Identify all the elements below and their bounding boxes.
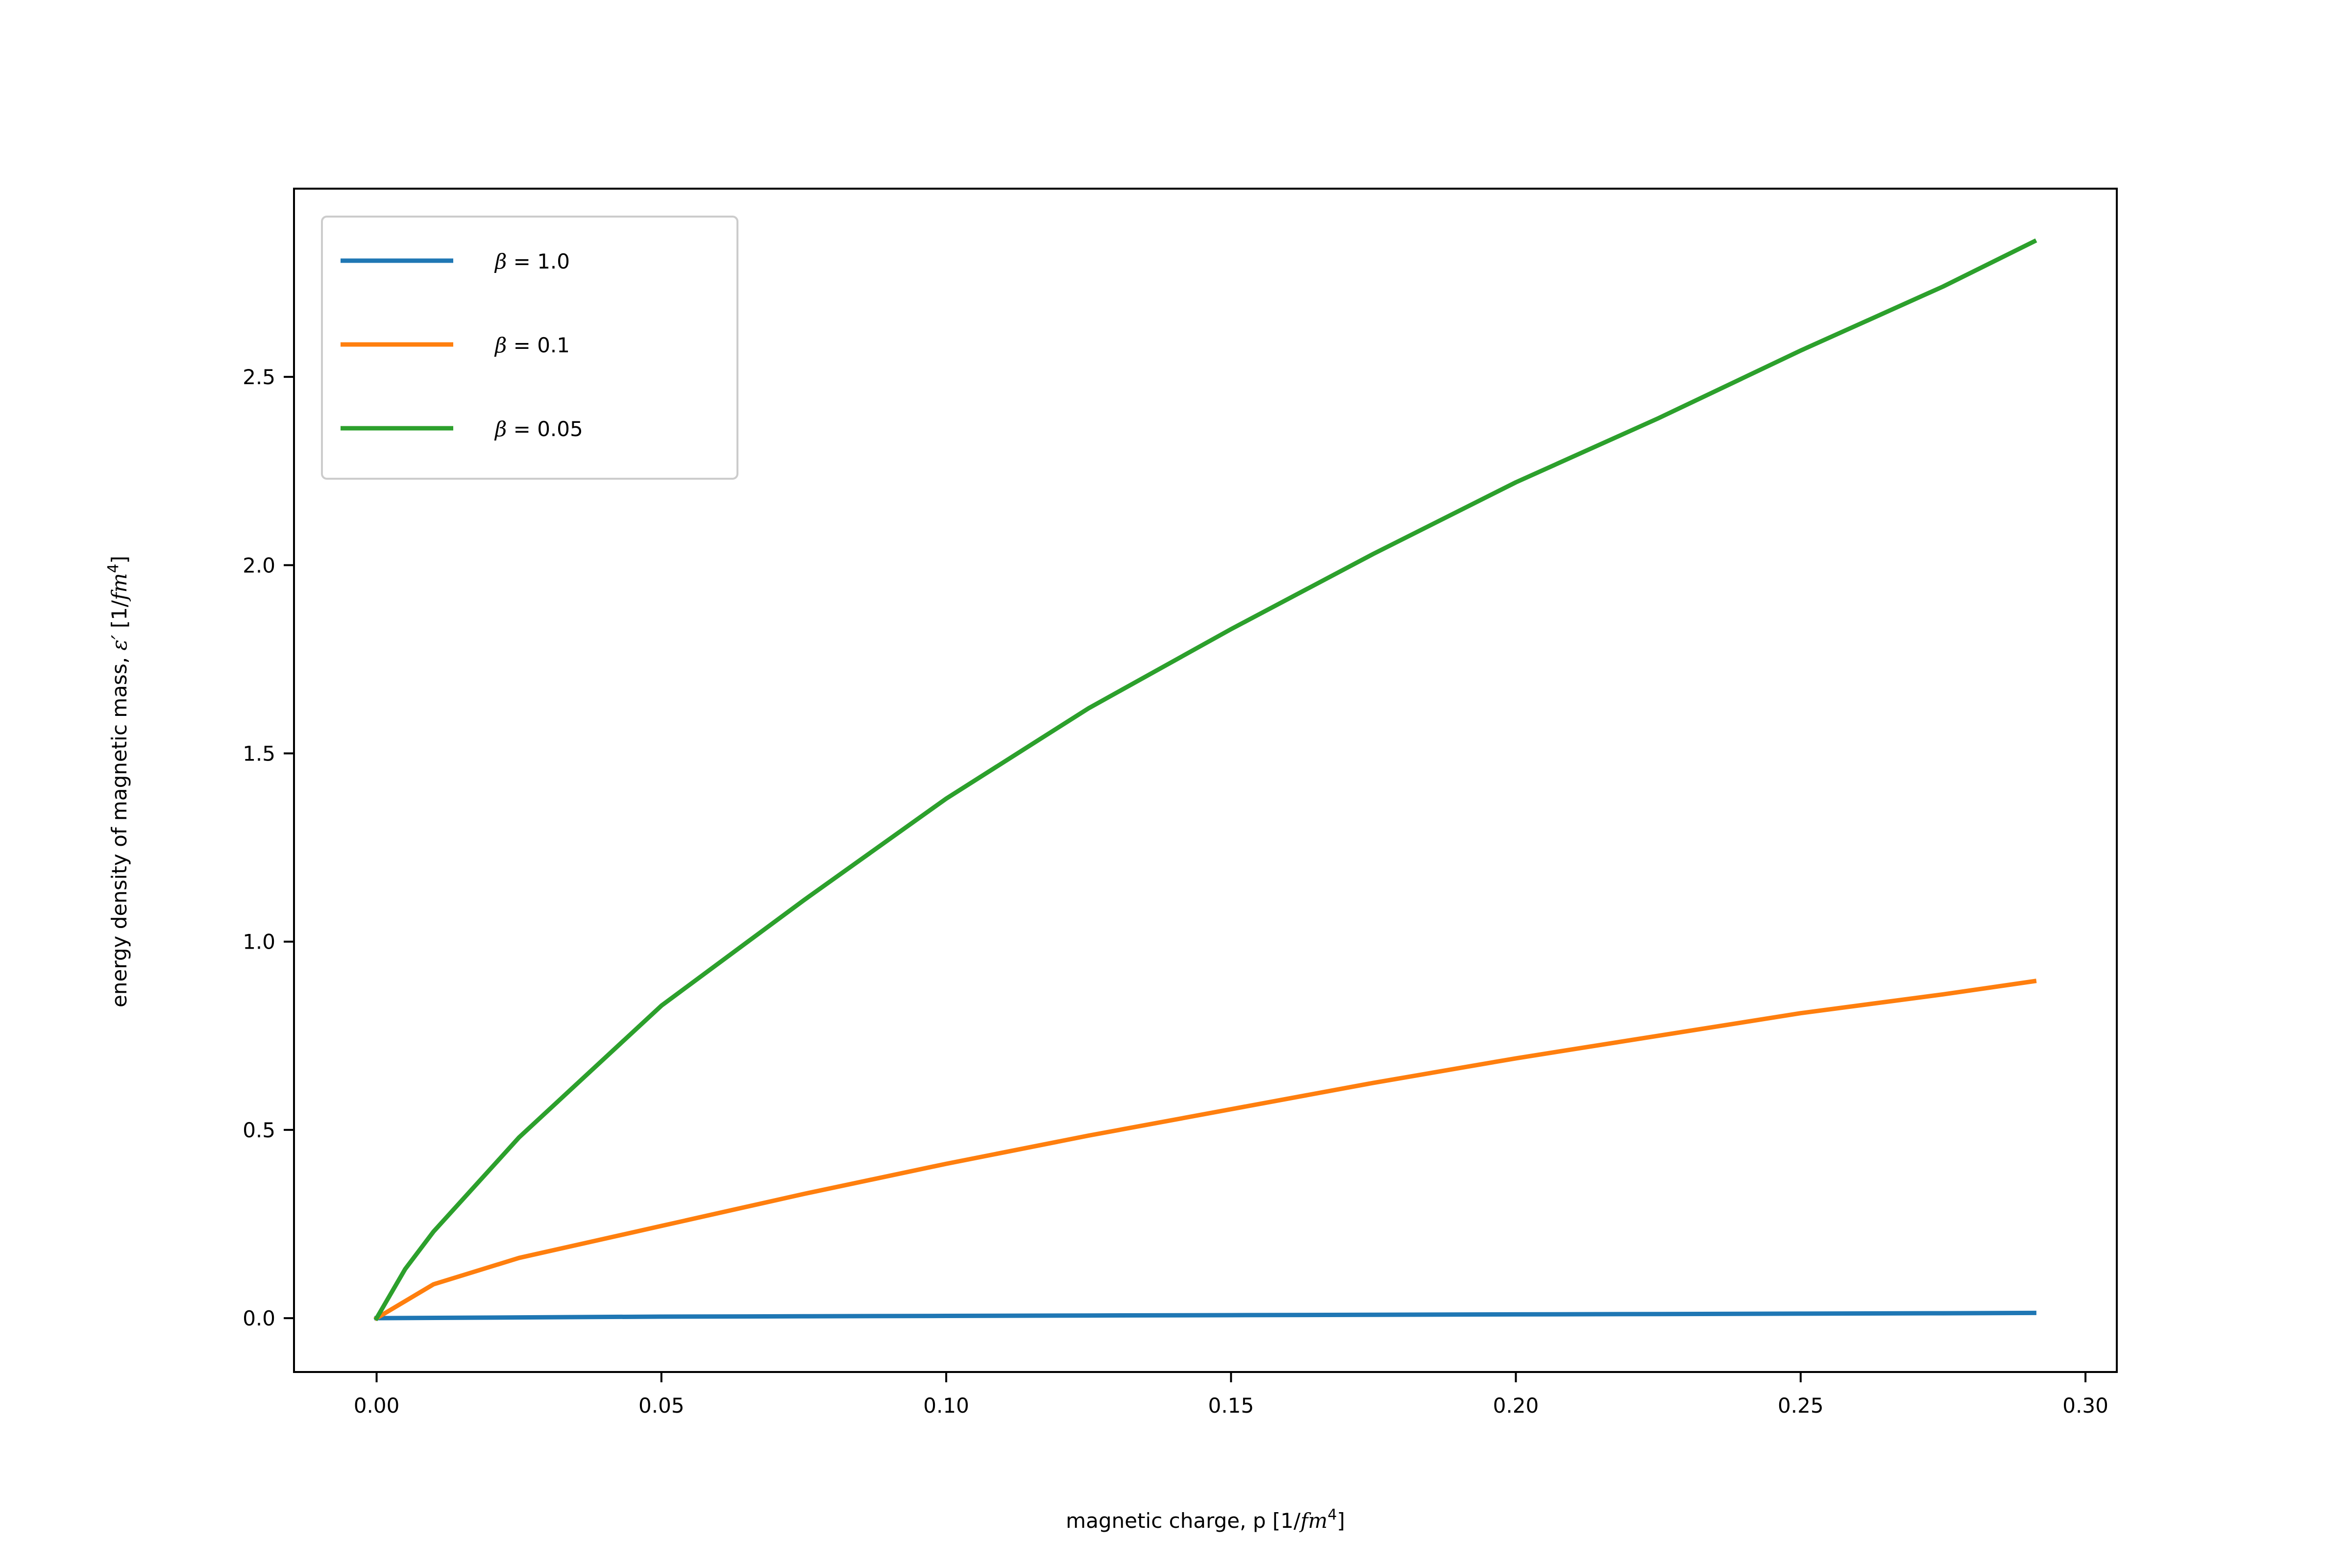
x-tick-label: 0.20: [1493, 1394, 1539, 1418]
x-tick-label: 0.30: [2062, 1394, 2108, 1418]
y-tick-label: 0.0: [243, 1306, 275, 1330]
x-tick-label: 0.00: [354, 1394, 400, 1418]
y-tick-label: 2.5: [243, 365, 275, 389]
legend: β = 1.0 β = 0.1 β = 0.05: [321, 216, 738, 480]
x-axis-ticks: 0.00 0.05 0.10 0.15 0.20 0.25 0.30: [354, 1372, 2108, 1418]
series-line-0: [374, 1310, 2036, 1321]
y-tick-label: 1.5: [243, 742, 275, 766]
legend-box: [321, 216, 738, 480]
series-lines: [373, 238, 2037, 1322]
legend-label-series-0: β = 1.0: [494, 249, 570, 273]
series-line-2: [373, 238, 2037, 1322]
y-tick-label: 2.0: [243, 553, 275, 577]
legend-label-series-1: β = 0.1: [494, 333, 570, 357]
series-line-1: [373, 979, 2037, 1322]
x-axis-label: magnetic charge, p [1/fm4]: [1066, 1506, 1345, 1533]
y-tick-label: 0.5: [243, 1118, 275, 1142]
legend-label-series-2: β = 0.05: [494, 417, 583, 441]
x-tick-label: 0.25: [1778, 1394, 1824, 1418]
y-tick-label: 1.0: [243, 930, 275, 954]
x-tick-label: 0.05: [638, 1394, 685, 1418]
y-axis-label: energy density of magnetic mass, ε′ [1/f…: [105, 556, 132, 1007]
plot-frame: [293, 188, 2118, 1373]
x-tick-label: 0.10: [923, 1394, 969, 1418]
x-tick-label: 0.15: [1208, 1394, 1254, 1418]
y-axis-ticks: 0.0 0.5 1.0 1.5 2.0 2.5: [243, 365, 294, 1330]
